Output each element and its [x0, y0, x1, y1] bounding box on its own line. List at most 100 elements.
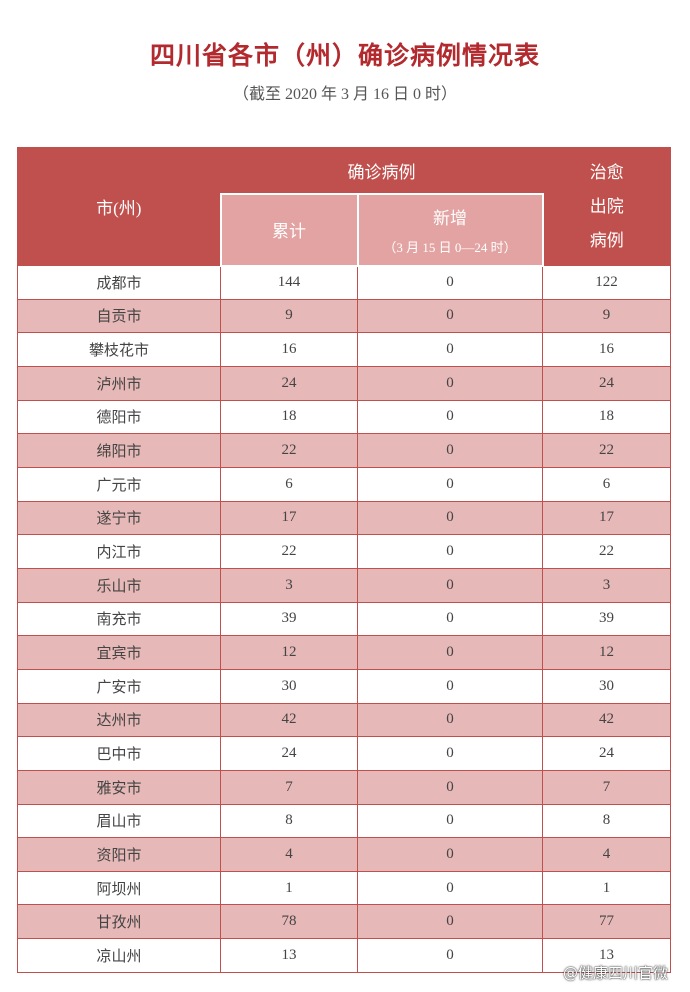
new-cell: 0	[357, 803, 543, 839]
new-cell: 0	[357, 365, 543, 401]
cured-cell: 24	[542, 736, 671, 771]
table-row: 内江市 22 0 22	[17, 534, 671, 569]
new-cell: 0	[357, 702, 543, 738]
city-cell: 乐山市	[17, 567, 221, 603]
total-cell: 42	[220, 702, 358, 738]
new-cell: 0	[357, 433, 543, 468]
city-cell: 泸州市	[17, 365, 221, 401]
city-cell: 成都市	[17, 265, 221, 300]
cured-cell: 22	[542, 433, 671, 468]
header-cell: 市(州)	[17, 147, 221, 266]
table-row: 成都市 144 0 122	[17, 265, 671, 300]
total-cell: 16	[220, 332, 358, 367]
total-cell: 4	[220, 837, 358, 872]
table-row: 达州市 42 0 42	[17, 702, 671, 738]
city-cell: 德阳市	[17, 399, 221, 435]
table-row: 甘孜州 78 0 77	[17, 904, 671, 940]
city-cell: 阿坝州	[17, 870, 221, 906]
city-cell: 自贡市	[17, 298, 221, 334]
new-cell: 0	[357, 265, 543, 300]
cured-cell: 1	[542, 870, 671, 906]
cured-cell: 3	[542, 567, 671, 603]
table-row: 资阳市 4 0 4	[17, 837, 671, 872]
city-cell: 广安市	[17, 668, 221, 704]
total-cell: 22	[220, 433, 358, 468]
header-total: 累计	[272, 222, 306, 241]
case-table: 市(州) 确诊病例 治愈出院病例 累计 新增 （3 月 15 日 0—24 时） …	[17, 147, 671, 973]
table-row: 凉山州 13 0 13	[17, 938, 671, 973]
city-cell: 甘孜州	[17, 904, 221, 940]
new-cell: 0	[357, 837, 543, 872]
total-cell: 6	[220, 466, 358, 502]
header-cell: 确诊病例	[220, 147, 543, 194]
city-cell: 广元市	[17, 466, 221, 502]
table-row: 雅安市 7 0 7	[17, 769, 671, 805]
total-cell: 144	[220, 265, 358, 300]
table-row: 绵阳市 22 0 22	[17, 433, 671, 468]
header-city: 市(州)	[96, 199, 142, 218]
new-cell: 0	[357, 567, 543, 603]
table-row: 阿坝州 1 0 1	[17, 870, 671, 906]
total-cell: 9	[220, 298, 358, 334]
total-cell: 24	[220, 736, 358, 771]
cured-cell: 39	[542, 601, 671, 637]
header-cell: 治愈出院病例	[542, 147, 671, 266]
table-row: 攀枝花市 16 0 16	[17, 332, 671, 367]
total-cell: 24	[220, 365, 358, 401]
cured-cell: 9	[542, 298, 671, 334]
watermark: @健康四川官微	[562, 964, 668, 982]
new-cell: 0	[357, 601, 543, 637]
total-cell: 17	[220, 500, 358, 536]
header-confirmed: 确诊病例	[347, 162, 416, 182]
city-cell: 攀枝花市	[17, 332, 221, 367]
cured-cell: 18	[542, 399, 671, 435]
city-cell: 遂宁市	[17, 500, 221, 536]
table-row: 泸州市 24 0 24	[17, 365, 671, 401]
cured-cell: 12	[542, 635, 671, 670]
table-row: 自贡市 9 0 9	[17, 298, 671, 334]
cured-cell: 6	[542, 466, 671, 502]
total-cell: 13	[220, 938, 358, 973]
new-cell: 0	[357, 904, 543, 940]
new-cell: 0	[357, 466, 543, 502]
cured-cell: 13	[542, 938, 671, 973]
table-row: 德阳市 18 0 18	[17, 399, 671, 435]
new-cell: 0	[357, 769, 543, 805]
city-cell: 资阳市	[17, 837, 221, 872]
cured-cell: 17	[542, 500, 671, 536]
cured-cell: 30	[542, 668, 671, 704]
total-cell: 7	[220, 769, 358, 805]
city-cell: 雅安市	[17, 769, 221, 805]
cured-cell: 24	[542, 365, 671, 401]
new-cell: 0	[357, 534, 543, 569]
cured-cell: 42	[542, 702, 671, 738]
cured-cell: 77	[542, 904, 671, 940]
total-cell: 12	[220, 635, 358, 670]
table-row: 南充市 39 0 39	[17, 601, 671, 637]
header-cured: 治愈出院病例	[589, 162, 624, 250]
city-cell: 南充市	[17, 601, 221, 637]
table-row: 乐山市 3 0 3	[17, 567, 671, 603]
city-cell: 绵阳市	[17, 433, 221, 468]
header-cell: 累计	[219, 192, 359, 267]
city-cell: 宜宾市	[17, 635, 221, 670]
total-cell: 22	[220, 534, 358, 569]
city-cell: 达州市	[17, 702, 221, 738]
total-cell: 1	[220, 870, 358, 906]
new-cell: 0	[357, 298, 543, 334]
cured-cell: 7	[542, 769, 671, 805]
cured-cell: 8	[542, 803, 671, 839]
city-cell: 内江市	[17, 534, 221, 569]
total-cell: 8	[220, 803, 358, 839]
city-cell: 凉山州	[17, 938, 221, 973]
cured-cell: 122	[542, 265, 671, 300]
new-cell: 0	[357, 635, 543, 670]
total-cell: 78	[220, 904, 358, 940]
cured-cell: 4	[542, 837, 671, 872]
table-row: 宜宾市 12 0 12	[17, 635, 671, 670]
new-cell: 0	[357, 332, 543, 367]
table-row: 眉山市 8 0 8	[17, 803, 671, 839]
total-cell: 18	[220, 399, 358, 435]
header-new: 新增	[433, 208, 467, 228]
